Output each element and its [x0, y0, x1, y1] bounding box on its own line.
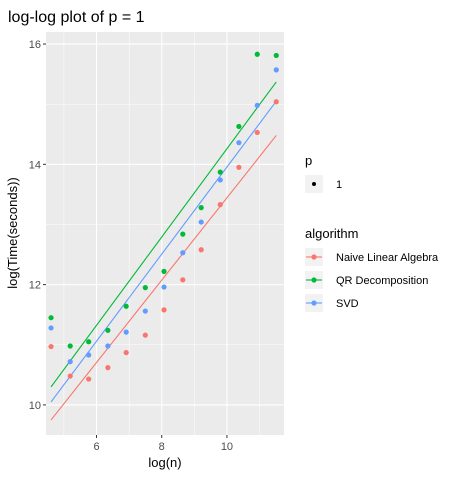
- point-naive-linear-algebra: [161, 307, 167, 313]
- point-svd: [86, 352, 92, 358]
- major-gridlines: [46, 32, 284, 435]
- point-naive-linear-algebra: [180, 277, 186, 283]
- legend-p-value: 1: [336, 179, 342, 191]
- point-svd: [142, 308, 148, 314]
- y-tick-label: 10: [29, 400, 41, 412]
- axis-ticks: 6 8 10 10 12 14 16: [29, 39, 233, 453]
- regression-lines: [50, 81, 277, 421]
- point-naive-linear-algebra: [198, 247, 204, 253]
- point-svd: [161, 284, 167, 290]
- point-qr-decomposition: [48, 315, 54, 321]
- point-svd: [236, 140, 242, 146]
- point-qr-decomposition: [198, 205, 204, 211]
- point-naive-linear-algebra: [67, 373, 73, 379]
- point-naive-linear-algebra: [48, 343, 54, 350]
- point-qr-decomposition: [180, 231, 186, 237]
- point-qr-decomposition: [86, 339, 92, 345]
- point-svd: [105, 343, 111, 349]
- point-naive-linear-algebra: [273, 99, 279, 105]
- point-qr-decomposition: [254, 51, 260, 57]
- legend-label-svd: SVD: [336, 298, 359, 310]
- y-tick-label: 16: [29, 39, 41, 51]
- fit-line-qr-decomposition: [50, 81, 277, 388]
- point-svd: [123, 329, 129, 335]
- point-svd: [254, 102, 260, 108]
- point-qr-decomposition: [273, 52, 279, 59]
- point-qr-decomposition: [123, 303, 129, 309]
- legend-algorithm-title: algorithm: [305, 226, 358, 241]
- point-naive-linear-algebra: [105, 365, 111, 371]
- point-qr-decomposition: [161, 268, 167, 274]
- point-qr-decomposition: [105, 327, 111, 333]
- legend-label-naive-linear-algebra: Naive Linear Algebra: [336, 252, 439, 264]
- legend-key-dot-svd: [311, 300, 317, 306]
- legend-key-dot-qr-decomposition: [311, 277, 317, 283]
- point-qr-decomposition: [217, 169, 223, 175]
- x-tick-label: 8: [159, 441, 165, 453]
- point-qr-decomposition: [142, 285, 148, 291]
- point-naive-linear-algebra: [236, 164, 242, 170]
- data-points: [48, 51, 279, 382]
- point-naive-linear-algebra: [217, 202, 223, 208]
- x-tick-label: 10: [221, 441, 233, 453]
- point-naive-linear-algebra: [86, 376, 92, 382]
- point-naive-linear-algebra: [123, 349, 129, 356]
- point-naive-linear-algebra: [142, 332, 148, 338]
- point-svd: [48, 325, 54, 331]
- point-naive-linear-algebra: [254, 129, 260, 136]
- point-svd: [273, 67, 279, 73]
- point-svd: [67, 359, 73, 365]
- x-axis-title: log(n): [148, 455, 181, 470]
- y-tick-label: 12: [29, 280, 41, 292]
- legend-p-key-dot: [312, 182, 316, 186]
- legend-algorithm-entries: Naive Linear Algebra QR Decomposition SVD: [305, 248, 439, 312]
- point-svd: [180, 250, 186, 256]
- legend-key-dot-naive-linear-algebra: [311, 254, 317, 260]
- fit-line-svd: [50, 100, 277, 403]
- fit-line-naive-linear-algebra: [50, 135, 277, 421]
- y-axis-title: log(Time(seconds)): [5, 177, 20, 289]
- legend-label-qr-decomposition: QR Decomposition: [336, 275, 428, 287]
- legend-p-title: p: [305, 153, 312, 168]
- minor-gridlines: [46, 32, 284, 435]
- point-svd: [217, 177, 223, 183]
- chart-title: log-log plot of p = 1: [8, 9, 145, 26]
- x-tick-label: 6: [93, 441, 99, 453]
- point-qr-decomposition: [236, 123, 242, 130]
- point-qr-decomposition: [67, 343, 73, 349]
- point-svd: [198, 219, 204, 225]
- y-tick-label: 14: [29, 159, 41, 171]
